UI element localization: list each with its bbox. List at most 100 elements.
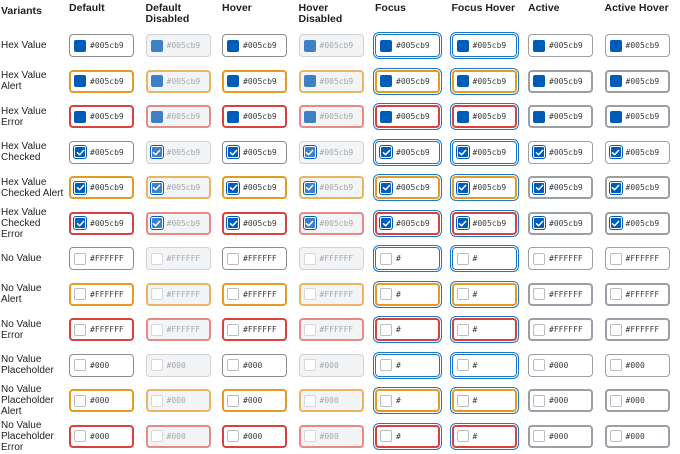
color-swatch-empty-icon[interactable]: [609, 288, 622, 301]
color-swatch-icon[interactable]: [227, 110, 239, 123]
color-swatch-empty-icon[interactable]: [533, 252, 545, 265]
color-swatch-icon[interactable]: [74, 39, 86, 52]
color-input-field[interactable]: #000: [69, 389, 134, 413]
color-swatch-icon[interactable]: [456, 75, 469, 88]
color-input-field[interactable]: #005cb9: [528, 34, 593, 58]
color-input-field[interactable]: #FFFFFF: [69, 282, 134, 306]
color-swatch-checked-icon[interactable]: [609, 217, 622, 230]
color-swatch-empty-icon[interactable]: [74, 359, 86, 372]
color-input-field[interactable]: #: [451, 353, 517, 377]
color-input-field[interactable]: #005cb9: [604, 34, 670, 58]
color-swatch-icon[interactable]: [609, 39, 622, 52]
color-swatch-icon[interactable]: [227, 39, 239, 52]
color-swatch-icon[interactable]: [227, 75, 239, 88]
color-input-field[interactable]: #005cb9: [528, 176, 593, 200]
color-swatch-empty-icon[interactable]: [74, 288, 86, 301]
color-input-field[interactable]: #005cb9: [451, 140, 517, 164]
color-swatch-icon[interactable]: [533, 110, 545, 123]
color-swatch-empty-icon[interactable]: [227, 252, 239, 265]
color-input-field[interactable]: #000: [222, 424, 287, 448]
color-input-field[interactable]: #005cb9: [375, 211, 440, 235]
color-swatch-icon[interactable]: [74, 75, 86, 88]
color-swatch-empty-icon[interactable]: [533, 323, 545, 336]
color-swatch-empty-icon[interactable]: [456, 430, 469, 443]
color-input-field[interactable]: #005cb9: [69, 140, 134, 164]
color-input-field[interactable]: #: [451, 389, 517, 413]
color-swatch-icon[interactable]: [380, 110, 392, 123]
color-swatch-empty-icon[interactable]: [609, 430, 622, 443]
color-input-field[interactable]: #005cb9: [604, 69, 670, 93]
color-swatch-empty-icon[interactable]: [456, 394, 469, 407]
color-input-field[interactable]: #005cb9: [604, 140, 670, 164]
color-swatch-empty-icon[interactable]: [227, 288, 239, 301]
color-input-field[interactable]: #000: [604, 389, 670, 413]
color-swatch-icon[interactable]: [609, 110, 622, 123]
color-swatch-icon[interactable]: [609, 75, 622, 88]
color-swatch-icon[interactable]: [533, 75, 545, 88]
color-input-field[interactable]: #: [375, 318, 440, 342]
color-input-field[interactable]: #005cb9: [451, 69, 517, 93]
color-input-field[interactable]: #005cb9: [375, 140, 440, 164]
color-input-field[interactable]: #FFFFFF: [604, 318, 670, 342]
color-swatch-checked-icon[interactable]: [533, 181, 545, 194]
color-swatch-checked-icon[interactable]: [74, 181, 86, 194]
color-input-field[interactable]: #005cb9: [69, 105, 134, 129]
color-swatch-icon[interactable]: [380, 75, 392, 88]
color-swatch-empty-icon[interactable]: [380, 359, 392, 372]
color-input-field[interactable]: #FFFFFF: [222, 247, 287, 271]
color-input-field[interactable]: #005cb9: [528, 140, 593, 164]
color-swatch-empty-icon[interactable]: [380, 394, 392, 407]
color-input-field[interactable]: #005cb9: [604, 105, 670, 129]
color-swatch-empty-icon[interactable]: [609, 252, 622, 265]
color-input-field[interactable]: #005cb9: [222, 176, 287, 200]
color-input-field[interactable]: #000: [69, 424, 134, 448]
color-input-field[interactable]: #000: [69, 353, 134, 377]
color-swatch-empty-icon[interactable]: [533, 359, 545, 372]
color-input-field[interactable]: #FFFFFF: [604, 282, 670, 306]
color-input-field[interactable]: #000: [222, 353, 287, 377]
color-swatch-empty-icon[interactable]: [74, 430, 86, 443]
color-input-field[interactable]: #: [451, 318, 517, 342]
color-swatch-empty-icon[interactable]: [533, 430, 545, 443]
color-swatch-checked-icon[interactable]: [380, 146, 392, 159]
color-swatch-empty-icon[interactable]: [227, 359, 239, 372]
color-swatch-checked-icon[interactable]: [380, 217, 392, 230]
color-swatch-icon[interactable]: [74, 110, 86, 123]
color-swatch-empty-icon[interactable]: [609, 359, 622, 372]
color-swatch-empty-icon[interactable]: [456, 288, 469, 301]
color-swatch-empty-icon[interactable]: [456, 359, 469, 372]
color-swatch-checked-icon[interactable]: [227, 217, 239, 230]
color-swatch-empty-icon[interactable]: [380, 430, 392, 443]
color-input-field[interactable]: #005cb9: [222, 105, 287, 129]
color-swatch-checked-icon[interactable]: [609, 181, 622, 194]
color-swatch-checked-icon[interactable]: [380, 181, 392, 194]
color-input-field[interactable]: #005cb9: [222, 69, 287, 93]
color-input-field[interactable]: #005cb9: [528, 211, 593, 235]
color-swatch-empty-icon[interactable]: [380, 252, 392, 265]
color-input-field[interactable]: #: [375, 424, 440, 448]
color-input-field[interactable]: #005cb9: [604, 211, 670, 235]
color-input-field[interactable]: #: [375, 389, 440, 413]
color-input-field[interactable]: #005cb9: [375, 105, 440, 129]
color-swatch-checked-icon[interactable]: [227, 146, 239, 159]
color-input-field[interactable]: #FFFFFF: [528, 282, 593, 306]
color-input-field[interactable]: #: [451, 282, 517, 306]
color-input-field[interactable]: #000: [604, 353, 670, 377]
color-input-field[interactable]: #005cb9: [69, 211, 134, 235]
color-swatch-empty-icon[interactable]: [533, 394, 545, 407]
color-swatch-empty-icon[interactable]: [227, 323, 239, 336]
color-swatch-checked-icon[interactable]: [456, 217, 469, 230]
color-input-field[interactable]: #005cb9: [69, 69, 134, 93]
color-input-field[interactable]: #FFFFFF: [604, 247, 670, 271]
color-input-field[interactable]: #005cb9: [604, 176, 670, 200]
color-input-field[interactable]: #000: [604, 424, 670, 448]
color-swatch-checked-icon[interactable]: [227, 181, 239, 194]
color-input-field[interactable]: #005cb9: [69, 176, 134, 200]
color-input-field[interactable]: #005cb9: [222, 34, 287, 58]
color-input-field[interactable]: #: [451, 247, 517, 271]
color-input-field[interactable]: #005cb9: [528, 105, 593, 129]
color-input-field[interactable]: #FFFFFF: [69, 247, 134, 271]
color-input-field[interactable]: #005cb9: [451, 176, 517, 200]
color-input-field[interactable]: #005cb9: [451, 34, 517, 58]
color-input-field[interactable]: #: [451, 424, 517, 448]
